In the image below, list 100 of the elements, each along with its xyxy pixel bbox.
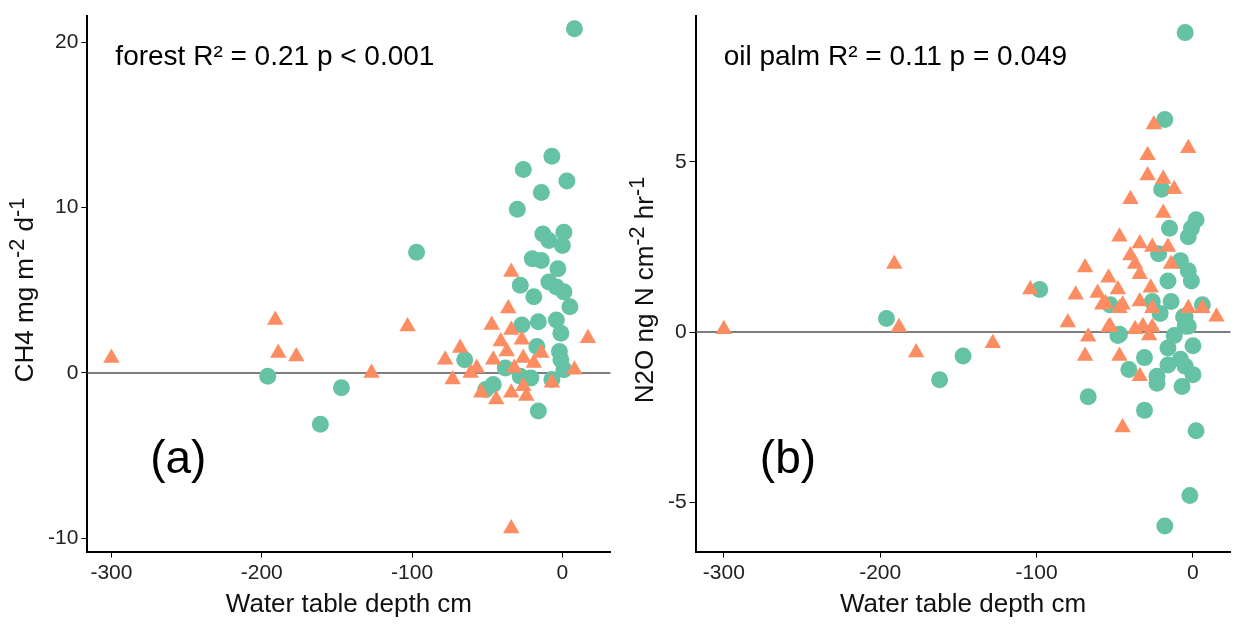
point <box>529 313 547 331</box>
point <box>1181 486 1199 504</box>
point <box>1144 237 1161 252</box>
point <box>1184 366 1202 384</box>
point <box>267 310 284 325</box>
point <box>515 376 532 391</box>
point <box>259 367 277 385</box>
point <box>1173 378 1191 396</box>
point <box>363 363 380 378</box>
point <box>311 415 329 433</box>
point <box>1156 517 1174 535</box>
point <box>1159 237 1177 252</box>
point <box>540 232 558 250</box>
point <box>1187 422 1205 440</box>
point <box>907 343 925 358</box>
point <box>503 383 520 398</box>
point <box>503 320 520 335</box>
x-tick-label: -100 <box>391 560 434 583</box>
point <box>1180 298 1197 314</box>
x-tick-label: -300 <box>90 560 133 583</box>
point <box>1076 257 1094 273</box>
point <box>1144 317 1161 333</box>
point <box>954 347 972 365</box>
point <box>514 160 532 178</box>
point <box>549 260 567 278</box>
point <box>566 360 583 375</box>
point <box>555 283 573 301</box>
point <box>508 200 526 218</box>
point <box>506 358 523 373</box>
point <box>1109 280 1127 295</box>
point <box>288 346 305 362</box>
point <box>1135 401 1153 419</box>
point <box>561 298 579 316</box>
point <box>1184 337 1202 355</box>
point <box>1120 361 1138 379</box>
point <box>1155 169 1172 184</box>
point <box>532 184 550 202</box>
point <box>984 333 1002 349</box>
x-tick-label: -200 <box>240 560 283 583</box>
point <box>1114 417 1131 433</box>
point <box>1126 254 1144 269</box>
point <box>1162 292 1180 310</box>
y-tick-label: 5 <box>674 148 687 172</box>
point <box>558 172 576 190</box>
x-tick-label: 0 <box>1187 560 1199 583</box>
point <box>565 20 583 38</box>
point <box>1139 166 1156 181</box>
point <box>1180 138 1197 154</box>
x-tick-label: 0 <box>556 560 569 583</box>
point <box>270 343 287 358</box>
point <box>552 324 570 342</box>
point <box>1159 272 1177 290</box>
point <box>513 316 531 334</box>
point <box>715 319 733 335</box>
x-tick-label: -200 <box>859 560 902 583</box>
point <box>543 147 561 165</box>
point <box>498 341 515 357</box>
point <box>1067 285 1084 300</box>
point <box>485 350 502 365</box>
point <box>1208 307 1225 322</box>
x-axis-title: Water table depth cm <box>225 587 472 618</box>
point <box>1059 313 1077 328</box>
point <box>1111 227 1128 242</box>
point <box>1131 366 1149 382</box>
point <box>436 350 454 365</box>
point <box>1145 115 1163 130</box>
point <box>529 402 547 420</box>
point <box>1161 219 1179 237</box>
point <box>456 351 474 369</box>
point <box>472 383 490 398</box>
annotation: forest R² = 0.21 p < 0.001 <box>115 40 435 72</box>
y-tick-label: 0 <box>66 359 79 383</box>
point <box>1079 327 1097 342</box>
point <box>332 379 350 397</box>
y-tick-label: -10 <box>47 525 79 549</box>
y-tick-label: -5 <box>667 489 687 513</box>
point <box>399 317 416 332</box>
point <box>462 363 479 378</box>
point <box>1079 388 1097 406</box>
point <box>503 518 520 534</box>
annotation: (a) <box>150 431 207 484</box>
y-tick-label: 0 <box>674 318 687 342</box>
point <box>1131 234 1149 249</box>
x-axis-title: Water table depth cm <box>840 587 1087 618</box>
point <box>1135 349 1153 367</box>
point <box>488 389 505 405</box>
point <box>451 338 469 353</box>
point <box>1022 280 1039 295</box>
x-tick-label: -300 <box>702 560 745 583</box>
point <box>103 348 120 363</box>
point <box>511 276 529 294</box>
point <box>1142 278 1159 293</box>
point <box>1165 179 1183 194</box>
point <box>579 328 597 343</box>
point <box>503 262 520 277</box>
point <box>1165 327 1183 344</box>
point <box>525 288 543 306</box>
point <box>483 315 500 330</box>
annotation: (b) <box>759 431 817 484</box>
point <box>1162 254 1180 269</box>
